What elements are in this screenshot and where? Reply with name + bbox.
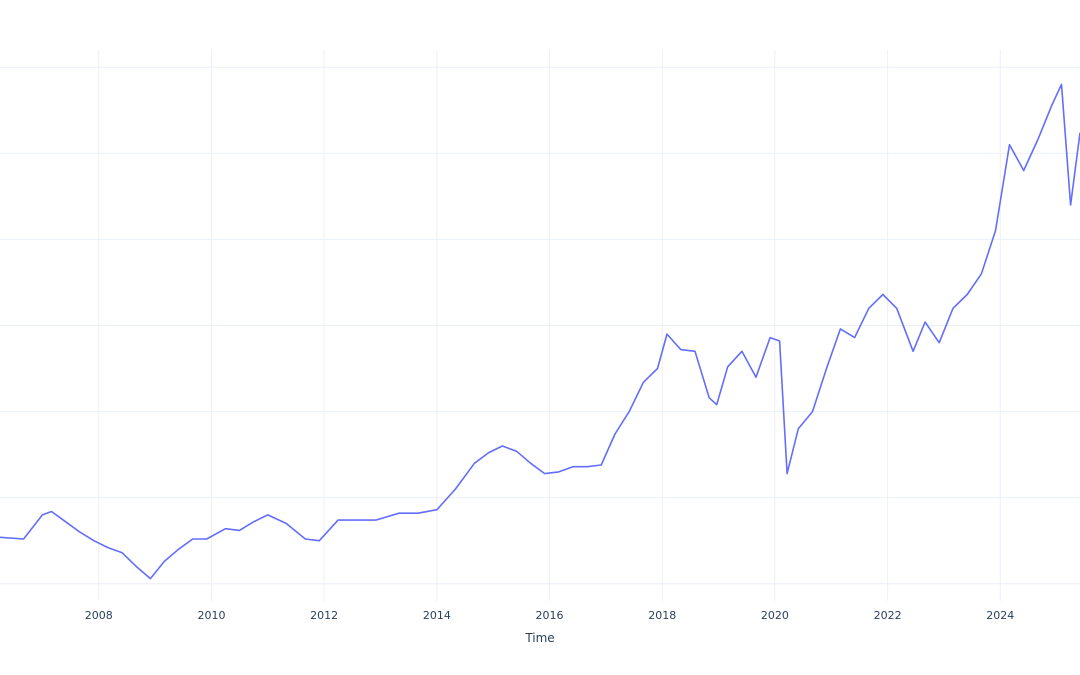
- x-tick-label: 2024: [986, 609, 1014, 622]
- series-line: [0, 83, 1080, 580]
- x-tick-label: 2022: [874, 609, 902, 622]
- x-tick-label: 2018: [648, 609, 676, 622]
- x-axis-title: Time: [524, 631, 554, 645]
- x-tick-label: 2016: [535, 609, 563, 622]
- series-layer: [0, 83, 1080, 580]
- x-tick-labels: 2008 2010 2012 2014 2016 2018 2020 2022 2024: [85, 609, 1015, 622]
- x-tick-label: 2008: [85, 609, 113, 622]
- x-tick-label: 2012: [310, 609, 338, 622]
- x-tick-label: 2014: [423, 609, 451, 622]
- x-tick-label: 2020: [761, 609, 789, 622]
- x-tick-label: 2010: [197, 609, 225, 622]
- gridlines: [0, 50, 1080, 601]
